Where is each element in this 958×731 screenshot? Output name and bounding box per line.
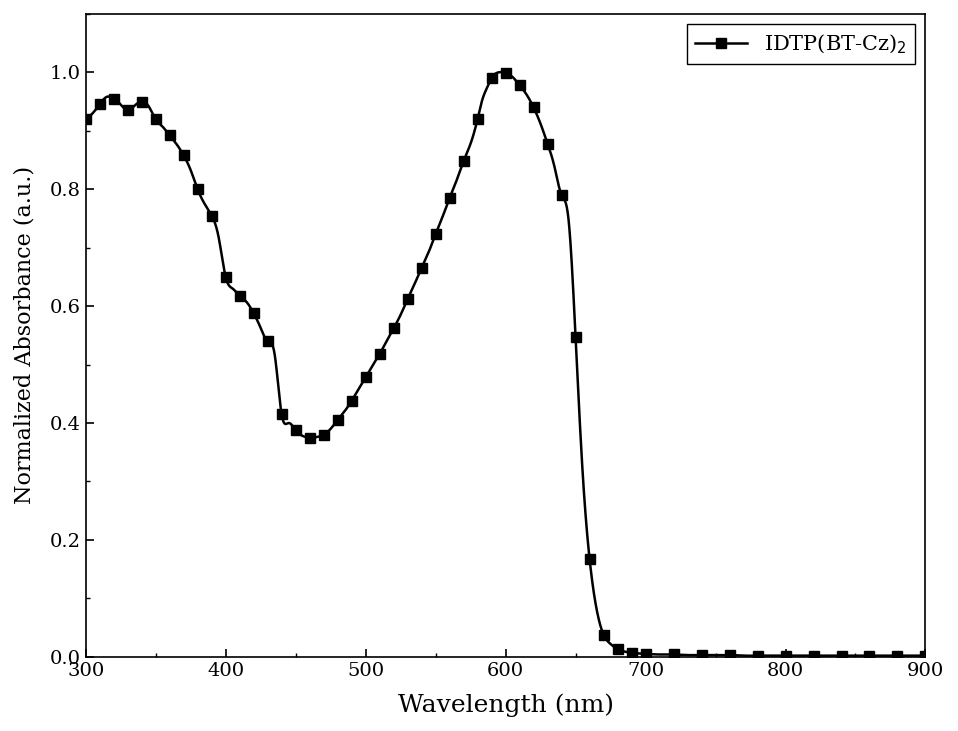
- X-axis label: Wavelength (nm): Wavelength (nm): [398, 694, 613, 717]
- Y-axis label: Normalized Absorbance (a.u.): Normalized Absorbance (a.u.): [13, 166, 35, 504]
- Legend: IDTP(BT-Cz)$_2$: IDTP(BT-Cz)$_2$: [687, 24, 915, 64]
